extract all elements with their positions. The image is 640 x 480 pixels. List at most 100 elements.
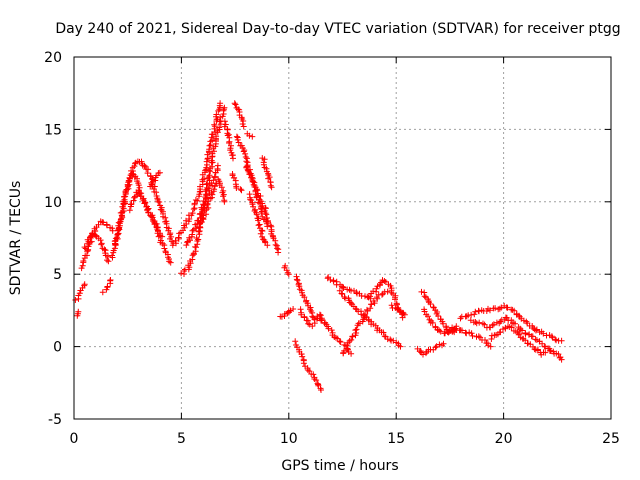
data-point [388,302,395,309]
data-point [211,173,218,180]
data-point [285,271,292,278]
data-point [206,142,213,149]
data-point [254,187,261,194]
data-point [248,174,254,181]
data-point [516,330,523,337]
data-point [337,339,344,345]
data-point [292,338,299,345]
data-point [79,262,86,269]
data-point [234,136,241,143]
data-point [126,174,133,181]
data-point [446,328,453,335]
data-point [141,162,148,169]
data-point [142,199,149,206]
data-point [463,313,470,320]
data-point [418,288,425,295]
data-point [259,213,266,220]
data-point [468,311,475,318]
data-point [131,194,138,201]
y-tick-label: 0 [53,340,62,356]
data-point [459,327,465,334]
data-point [243,158,250,165]
data-point [267,222,274,229]
x-tick-label: 25 [602,431,620,447]
data-point [105,258,112,265]
data-point [193,235,200,241]
data-point [548,333,555,340]
y-tick-label: 5 [53,267,62,283]
data-point [278,313,285,320]
data-point [109,227,116,234]
data-point [156,232,163,239]
data-point [253,211,260,218]
data-point [203,158,210,165]
x-tick-label: 0 [70,431,79,447]
data-point [352,327,359,334]
data-point [475,333,482,340]
data-point [328,327,335,334]
data-point [109,252,115,259]
data-point [192,197,199,203]
data-point [430,304,437,311]
data-point [336,338,343,345]
data-point [161,245,168,252]
data-point [487,307,493,314]
data-point [436,341,443,348]
data-point [88,233,94,240]
data-point [558,337,565,344]
data-point [193,225,199,232]
data-point [201,202,208,209]
data-point [194,238,201,244]
data-point [262,210,269,217]
data-point [92,232,99,239]
data-point [141,200,148,207]
data-point [148,181,155,188]
axis-ticks: 0 5 10 15 20 25 -5 0 5 10 15 20 [44,50,620,447]
data-point [542,349,549,356]
data-point [201,201,208,208]
data-point [463,330,470,337]
data-point [237,186,244,193]
data-point [299,353,306,360]
data-point [76,290,83,297]
data-point [242,150,249,157]
data-point [197,210,204,217]
data-point [114,234,120,241]
data-point [267,182,274,189]
data-point [353,289,360,296]
data-point [211,121,218,128]
data-point [540,330,547,337]
data-point [203,164,210,171]
data-point [469,332,476,339]
data-point [245,167,252,174]
data-point [429,319,436,326]
data-point [296,283,303,290]
data-point [194,197,201,204]
data-point [213,133,220,140]
data-point [144,170,151,177]
data-point [220,193,227,200]
data-point [367,305,374,312]
data-point [396,307,403,314]
data-point [232,101,239,108]
data-point [140,195,146,202]
data-point [290,306,297,312]
y-tick-label: 10 [44,195,62,211]
data-point [238,187,245,194]
data-point [400,310,407,317]
data-point [214,162,221,169]
y-tick-label: 15 [44,122,62,138]
data-point [275,249,282,256]
data-point [189,210,196,217]
data-point [248,197,255,204]
data-point [421,308,428,315]
data-point [381,333,388,340]
data-point [255,222,262,229]
data-point [104,257,110,264]
data-point [430,304,437,311]
data-point [304,367,311,373]
data-point [81,244,88,251]
y-tick-label: 20 [44,50,62,66]
data-point [387,336,394,343]
data-point [325,325,332,332]
